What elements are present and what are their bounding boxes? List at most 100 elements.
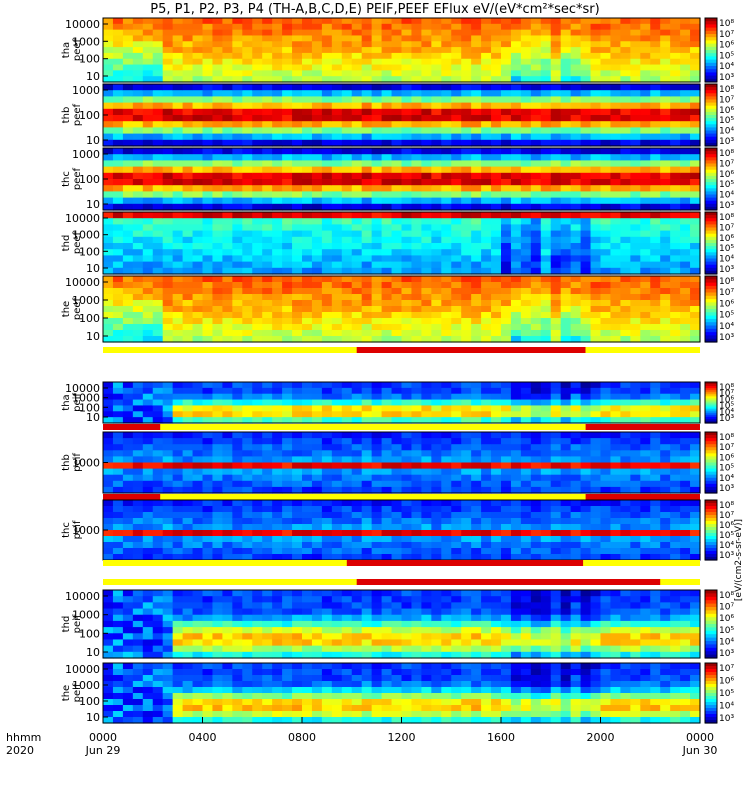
heatmap-cell xyxy=(401,318,413,325)
heatmap-cell xyxy=(620,530,631,537)
heatmap-cell xyxy=(371,480,383,488)
heatmap-cell xyxy=(142,255,154,263)
heatmap-cell xyxy=(132,185,144,192)
heatmap-cell xyxy=(670,243,681,250)
heatmap-cell xyxy=(222,148,233,155)
heatmap-cell xyxy=(341,324,353,331)
heatmap-cell xyxy=(441,102,452,110)
heatmap-cell xyxy=(421,179,432,186)
heatmap-cell xyxy=(292,548,303,555)
heatmap-cell xyxy=(630,139,641,147)
heatmap-cell xyxy=(232,47,243,54)
heatmap-cell xyxy=(132,536,144,543)
heatmap-cell xyxy=(331,417,343,424)
heatmap-cell xyxy=(192,127,204,135)
heatmap-cell xyxy=(510,276,522,283)
heatmap-cell xyxy=(331,23,343,31)
heatmap-cell xyxy=(650,133,661,141)
heatmap-cell xyxy=(232,506,243,513)
heatmap-cell xyxy=(202,282,214,289)
heatmap-cell xyxy=(381,512,393,519)
heatmap-cell xyxy=(222,224,233,232)
heatmap-cell xyxy=(142,294,154,301)
heatmap-cell xyxy=(202,411,214,418)
heatmap-cell xyxy=(501,267,512,275)
heatmap-cell xyxy=(381,294,393,301)
heatmap-cell xyxy=(351,102,363,110)
heatmap-cell xyxy=(501,102,512,110)
heatmap-cell xyxy=(262,185,273,192)
heatmap-cell xyxy=(570,530,582,537)
heatmap-cell xyxy=(162,405,174,412)
heatmap-cell xyxy=(570,536,582,543)
heatmap-cell xyxy=(640,300,651,307)
heatmap-cell xyxy=(550,530,562,537)
heatmap-cell xyxy=(371,282,383,289)
heatmap-cell xyxy=(182,41,194,48)
heatmap-cell xyxy=(321,382,333,389)
heatmap-cell xyxy=(471,542,482,549)
heatmap-cell xyxy=(510,324,522,331)
heatmap-cell xyxy=(421,518,432,525)
heatmap-cell xyxy=(112,108,124,116)
heatmap-cell xyxy=(142,249,154,256)
heatmap-cell xyxy=(481,133,492,141)
heatmap-cell xyxy=(401,148,413,155)
heatmap-cell xyxy=(530,276,542,283)
heatmap-cell xyxy=(202,70,214,77)
heatmap-cell xyxy=(441,530,452,537)
heatmap-cell xyxy=(670,166,681,174)
heatmap-cell xyxy=(650,486,661,494)
heatmap-cell xyxy=(371,486,383,494)
heatmap-cell xyxy=(590,47,602,54)
heatmap-cell xyxy=(620,185,631,192)
heatmap-cell xyxy=(292,52,303,60)
heatmap-cell xyxy=(570,387,582,395)
heatmap-cell xyxy=(232,115,243,122)
heatmap-cell xyxy=(331,300,343,307)
heatmap-cell xyxy=(282,512,293,519)
heatmap-cell xyxy=(103,276,114,283)
heatmap-cell xyxy=(112,18,124,25)
heatmap-cell xyxy=(570,230,582,238)
heatmap-cell xyxy=(660,417,671,424)
heatmap-cell xyxy=(630,387,641,395)
heatmap-cell xyxy=(242,536,253,543)
heatmap-cell xyxy=(232,58,243,66)
heatmap-cell xyxy=(122,172,134,180)
heatmap-cell xyxy=(262,35,273,42)
colorbar-tick-label: 10⁴ xyxy=(719,474,734,484)
heatmap-cell xyxy=(381,261,393,269)
heatmap-cell xyxy=(401,70,413,77)
heatmap-cell xyxy=(560,133,572,141)
heatmap-cell xyxy=(302,518,313,525)
heatmap-cell xyxy=(660,108,671,116)
heatmap-cell xyxy=(272,96,283,104)
heatmap-cell xyxy=(282,276,293,283)
heatmap-cell xyxy=(461,243,472,250)
heatmap-cell xyxy=(441,236,452,244)
heatmap-cell xyxy=(550,90,562,97)
heatmap-cell xyxy=(311,512,323,519)
colorbar-segment xyxy=(705,486,717,491)
heatmap-cell xyxy=(560,548,572,555)
heatmap-cell xyxy=(540,139,552,147)
heatmap-cell xyxy=(222,512,233,519)
heatmap-cell xyxy=(570,41,582,48)
heatmap-cell xyxy=(132,191,144,199)
heatmap-cell xyxy=(302,133,313,141)
heatmap-cell xyxy=(192,267,204,275)
heatmap-cell xyxy=(401,224,413,232)
heatmap-cell xyxy=(520,387,532,395)
heatmap-cell xyxy=(192,212,204,219)
heatmap-cell xyxy=(331,96,343,104)
heatmap-cell xyxy=(381,267,393,275)
heatmap-cell xyxy=(132,76,144,83)
heatmap-cell xyxy=(282,160,293,168)
colorbar-tick-label: 10³ xyxy=(719,137,734,147)
heatmap-cell xyxy=(471,306,482,313)
heatmap-cell xyxy=(560,249,572,256)
heatmap-cell xyxy=(530,212,542,219)
heatmap-cell xyxy=(252,172,263,180)
heatmap-cell xyxy=(600,512,612,519)
